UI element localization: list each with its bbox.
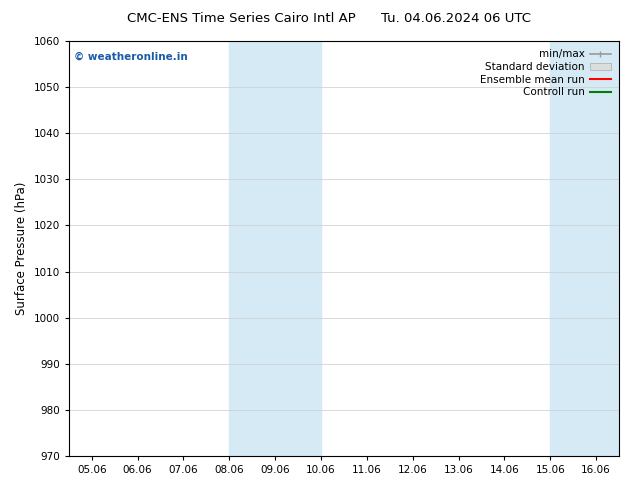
Bar xyxy=(230,41,321,456)
Y-axis label: Surface Pressure (hPa): Surface Pressure (hPa) xyxy=(15,182,28,315)
Text: © weatheronline.in: © weatheronline.in xyxy=(74,51,188,61)
Text: CMC-ENS Time Series Cairo Intl AP: CMC-ENS Time Series Cairo Intl AP xyxy=(127,12,355,25)
Text: Tu. 04.06.2024 06 UTC: Tu. 04.06.2024 06 UTC xyxy=(382,12,531,25)
Bar xyxy=(550,41,619,456)
Legend: min/max, Standard deviation, Ensemble mean run, Controll run: min/max, Standard deviation, Ensemble me… xyxy=(477,46,614,100)
